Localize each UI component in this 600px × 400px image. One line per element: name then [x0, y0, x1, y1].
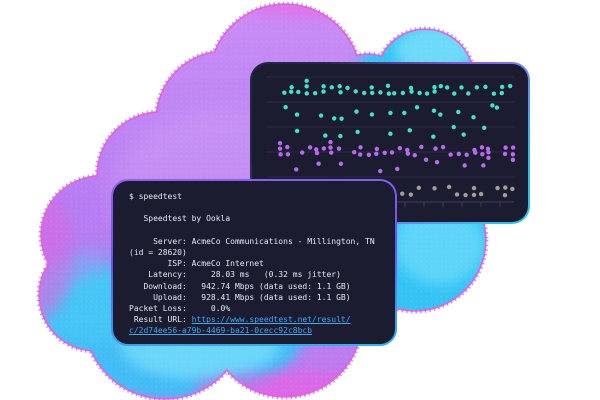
terminal-text: Server: AcmeCo Communications - Millingt… — [129, 236, 375, 246]
terminal-text: (id = 28620) — [129, 248, 187, 258]
terminal-text: Latency: 28.03 ms (0.32 ms jitter) — [129, 270, 341, 280]
terminal-window: $ speedtest Speedtest by Ookla Server: A… — [111, 179, 397, 346]
result-url-link[interactable]: c/2d74ee56-a79b-4469-ba21-0cecc92c8bcb — [129, 326, 313, 336]
terminal-text: $ speedtest — [129, 192, 182, 201]
terminal-text: Speedtest by Ookla — [129, 214, 231, 224]
terminal-output: $ speedtest Speedtest by Ookla Server: A… — [129, 191, 379, 337]
terminal-text: Upload: 928.41 Mbps (data used: 1.1 GB) — [129, 292, 351, 302]
terminal-text: Result URL: — [129, 315, 192, 325]
terminal-text: Download: 942.74 Mbps (data used: 1.1 GB… — [129, 281, 351, 291]
terminal-text: Packet Loss: 0.0% — [129, 304, 231, 314]
terminal-text: ISP: AcmeCo Internet — [129, 259, 264, 269]
result-url-link[interactable]: https://www.speedtest.net/result/ — [191, 315, 351, 325]
terminal-body: $ speedtest Speedtest by Ookla Server: A… — [113, 181, 395, 344]
latency-scatter-chart — [266, 76, 516, 207]
